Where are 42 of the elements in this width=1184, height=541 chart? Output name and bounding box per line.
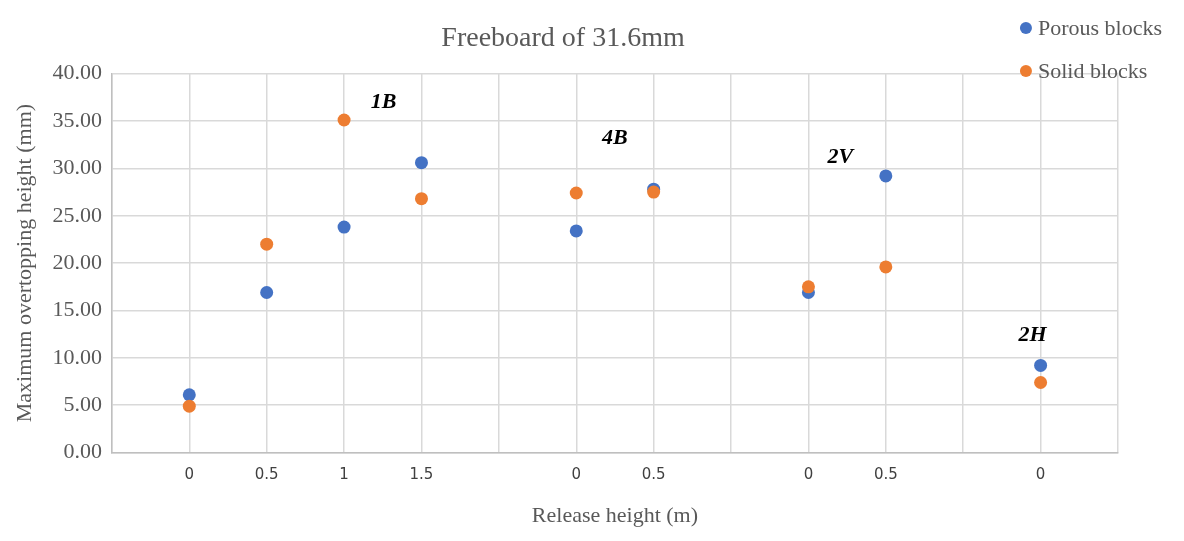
point: [260, 237, 274, 251]
point: [182, 388, 196, 402]
point: [801, 280, 815, 294]
x-tick-label: 0.5: [641, 465, 666, 484]
annotation: 2H: [1017, 320, 1048, 346]
point: [337, 220, 351, 234]
x-tick-label: 1.5: [409, 465, 434, 484]
point: [569, 186, 583, 200]
point: [569, 224, 583, 238]
x-tick-label: 0: [184, 465, 195, 484]
x-tick-label: 0: [571, 465, 582, 484]
y-tick-label: 40.00: [52, 59, 102, 85]
point: [1034, 358, 1048, 372]
point: [879, 169, 893, 183]
annotation: 4B: [601, 123, 628, 149]
point: [1034, 375, 1048, 389]
point: [260, 285, 274, 299]
chart-title: Freeboard of 31.6mm: [441, 21, 685, 53]
point: [414, 156, 428, 170]
y-tick-label: 5.00: [63, 391, 102, 417]
legend-label: Solid blocks: [1037, 57, 1148, 83]
point: [337, 113, 351, 127]
annotation: 1B: [370, 87, 397, 113]
y-tick-label: 0.00: [63, 438, 102, 464]
x-tick-label: 0.5: [254, 465, 279, 484]
point: [879, 260, 893, 274]
x-tick-label: 0: [803, 465, 814, 484]
y-tick-label: 30.00: [52, 154, 102, 180]
y-tick-label: 10.00: [52, 343, 102, 369]
legend-label: Porous blocks: [1037, 14, 1162, 40]
y-tick-label: 25.00: [52, 201, 102, 227]
x-tick-label: 1: [339, 465, 349, 484]
annotation: 2V: [826, 142, 856, 168]
y-tick-label: 20.00: [52, 248, 102, 274]
y-tick-label: 35.00: [52, 106, 102, 132]
x-tick-label: 0.5: [873, 465, 898, 484]
y-axis-title: Maximum overtopping height (mm): [10, 103, 36, 423]
point: [182, 399, 196, 413]
x-axis-title: Release height (m): [531, 501, 699, 527]
x-tick-label: 0: [1035, 465, 1046, 484]
point: [414, 192, 428, 206]
y-tick-label: 15.00: [52, 296, 102, 322]
